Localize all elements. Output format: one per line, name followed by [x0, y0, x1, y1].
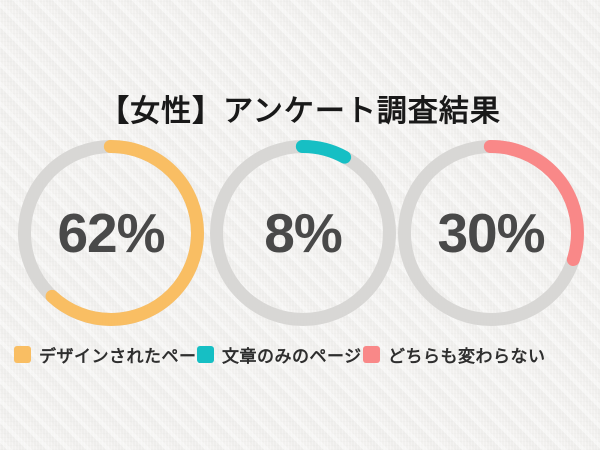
legend-item-text-only-page: 文章のみのページ [197, 342, 362, 367]
donut-ring-designed-page [18, 140, 204, 326]
donut-chart-no-difference: 30% [398, 140, 584, 326]
percent-value-no-difference: 30% [437, 202, 545, 264]
legend-item-designed-page: デザインされたページ [14, 342, 214, 367]
legend-swatch-no-difference [363, 346, 380, 363]
donut-arc-designed-page [18, 140, 204, 326]
percent-value-text-only-page: 8% [264, 202, 343, 264]
donut-arc-no-difference [398, 140, 584, 326]
page-title: 【女性】アンケート調査結果 [99, 95, 501, 128]
legend-swatch-text-only-page [197, 346, 214, 363]
donut-chart-text-only-page: 8% [210, 140, 396, 326]
donut-ring-no-difference [398, 140, 584, 326]
donut-ring-text-only-page [210, 140, 396, 326]
legend-swatch-designed-page [14, 346, 31, 363]
donut-arc-text-only-page [210, 140, 396, 326]
legend-label-designed-page: デザインされたページ [39, 347, 214, 366]
legend-label-text-only-page: 文章のみのページ [222, 347, 362, 366]
legend-label-no-difference: どちらも変わらない [388, 347, 546, 366]
percent-value-designed-page: 62% [57, 202, 165, 264]
legend-item-no-difference: どちらも変わらない [363, 342, 546, 367]
donut-chart-designed-page: 62% [18, 140, 204, 326]
